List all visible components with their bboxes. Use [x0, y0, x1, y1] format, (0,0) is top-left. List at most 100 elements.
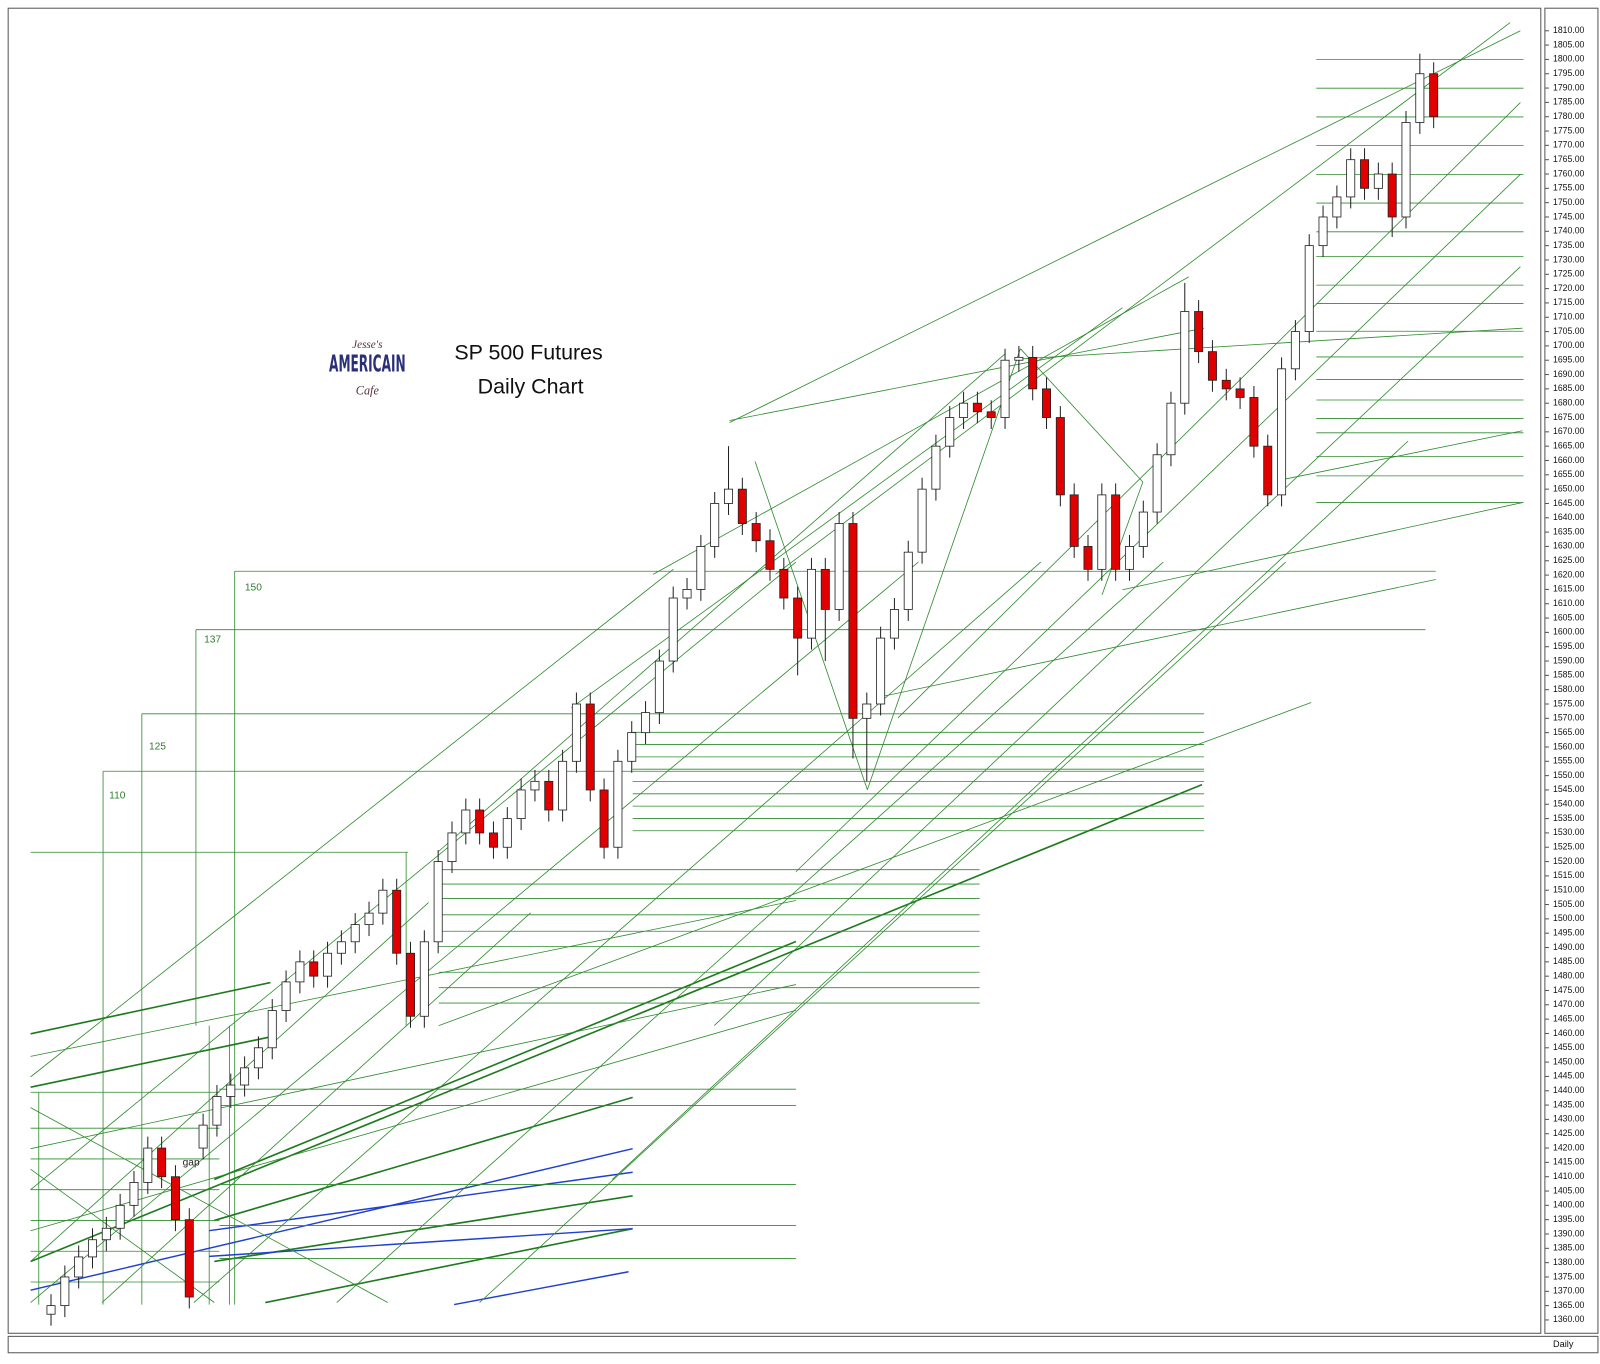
gann-line [866, 348, 1021, 790]
candle-body [931, 445, 941, 490]
y-tick-label: 1615.00 [1553, 584, 1584, 594]
y-tick-label: 1555.00 [1553, 756, 1584, 766]
candle-body [1360, 159, 1370, 189]
gann-line [30, 1107, 388, 1303]
candle-body [419, 941, 429, 1017]
candle-body [765, 540, 775, 570]
candle-body [101, 1227, 111, 1241]
y-tick-label: 1645.00 [1553, 498, 1584, 508]
y-tick-label: 1675.00 [1553, 412, 1584, 422]
y-tick-label: 1455.00 [1553, 1042, 1584, 1052]
gann-line [1122, 502, 1523, 591]
y-tick-label: 1795.00 [1553, 68, 1584, 78]
candle-body [1194, 311, 1204, 353]
y-tick-label: 1440.00 [1553, 1085, 1584, 1095]
gann-line [775, 22, 1511, 575]
y-tick-label: 1755.00 [1553, 183, 1584, 193]
candle-body [1166, 402, 1176, 456]
plot-frame [7, 7, 1542, 1334]
gann-line [795, 174, 1521, 873]
gann-line [209, 1227, 633, 1258]
candle-body [364, 912, 374, 926]
y-tick-label: 1730.00 [1553, 254, 1584, 264]
y-tick-label: 1760.00 [1553, 168, 1584, 178]
y-tick-label: 1400.00 [1553, 1200, 1584, 1210]
gann-line [729, 30, 1521, 423]
y-tick-label: 1780.00 [1553, 111, 1584, 121]
candle-body [1415, 73, 1425, 123]
candle-body [793, 597, 803, 639]
candle-body [806, 568, 816, 639]
axis-frame [1544, 7, 1599, 1334]
candle-body [212, 1096, 222, 1126]
candle-body [323, 952, 333, 977]
logo: Jesse's AMERICAIN Cafe [329, 339, 406, 397]
candle-body [1401, 122, 1411, 218]
period-label: Daily [1553, 1339, 1574, 1349]
annotation: 110 [109, 791, 126, 802]
candle-body [281, 981, 291, 1011]
annotation: 150 [245, 582, 262, 593]
gann-line [1020, 348, 1144, 483]
y-tick-label: 1470.00 [1553, 999, 1584, 1009]
y-tick-label: 1495.00 [1553, 927, 1584, 937]
candle-body [959, 402, 969, 418]
y-tick-label: 1810.00 [1553, 25, 1584, 35]
candle-body [1138, 511, 1148, 547]
candle-body [516, 789, 526, 820]
y-tick-label: 1545.00 [1553, 784, 1584, 794]
gann-line [209, 1171, 633, 1232]
candle-body [461, 809, 471, 834]
candle-body [226, 1084, 236, 1097]
candle-body [253, 1047, 263, 1069]
candle-body [876, 637, 886, 705]
y-tick-label: 1745.00 [1553, 211, 1584, 221]
candle-body [129, 1182, 139, 1206]
y-tick-label: 1605.00 [1553, 612, 1584, 622]
y-tick-label: 1480.00 [1553, 970, 1584, 980]
y-tick-label: 1365.00 [1553, 1300, 1584, 1310]
candle-body [433, 861, 443, 943]
y-tick-label: 1420.00 [1553, 1142, 1584, 1152]
candle-body [1124, 546, 1134, 570]
candle-body [475, 809, 485, 834]
y-tick-label: 1505.00 [1553, 899, 1584, 909]
y-tick-label: 1580.00 [1553, 684, 1584, 694]
candle-body [309, 961, 319, 977]
y-tick-label: 1670.00 [1553, 426, 1584, 436]
candle-body [60, 1276, 70, 1307]
candle-body [1304, 245, 1314, 332]
gann-line [30, 568, 674, 1078]
chart-title: SP 500 Futures [454, 340, 602, 364]
y-tick-label: 1460.00 [1553, 1028, 1584, 1038]
y-tick-label: 1465.00 [1553, 1013, 1584, 1023]
candle-body [986, 411, 996, 418]
y-tick-label: 1375.00 [1553, 1271, 1584, 1281]
candle-body [1069, 494, 1079, 547]
y-tick-label: 1360.00 [1553, 1314, 1584, 1324]
y-tick-label: 1625.00 [1553, 555, 1584, 565]
candle-body [710, 503, 720, 547]
y-tick-label: 1705.00 [1553, 326, 1584, 336]
candle-body [627, 732, 637, 762]
gann-line [897, 102, 1521, 719]
candle-body [1346, 159, 1356, 198]
y-tick-label: 1560.00 [1553, 741, 1584, 751]
candle-body [972, 402, 982, 413]
y-tick-label: 1530.00 [1553, 827, 1584, 837]
y-tick-label: 1620.00 [1553, 569, 1584, 579]
candle-body [558, 760, 568, 811]
y-tick-label: 1540.00 [1553, 799, 1584, 809]
y-tick-label: 1535.00 [1553, 813, 1584, 823]
candle-body [267, 1010, 277, 1049]
y-tick-label: 1785.00 [1553, 97, 1584, 107]
y-tick-label: 1450.00 [1553, 1056, 1584, 1066]
y-tick-label: 1585.00 [1553, 670, 1584, 680]
candle-body [737, 488, 747, 524]
logo-text: Cafe [356, 384, 380, 398]
y-tick-label: 1700.00 [1553, 340, 1584, 350]
gann-line [438, 702, 1312, 1026]
candle-body [917, 488, 927, 553]
y-tick-label: 1725.00 [1553, 269, 1584, 279]
annotation: gap [183, 1158, 200, 1169]
